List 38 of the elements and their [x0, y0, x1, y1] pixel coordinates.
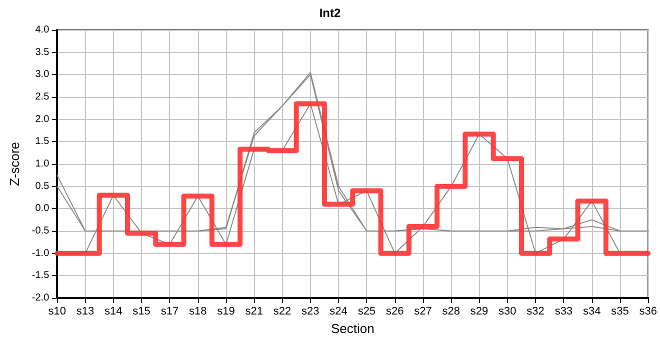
y-tick-label: -1.5 — [32, 270, 50, 282]
x-tick-label: s32 — [526, 306, 544, 318]
x-tick-label: s28 — [442, 306, 460, 318]
x-tick-label: s18 — [188, 306, 207, 318]
y-tick-label: 3.0 — [35, 69, 50, 80]
y-tick-label: -0.5 — [32, 226, 50, 236]
y-tick-label: 1.0 — [35, 158, 50, 170]
x-tick-label: s26 — [386, 306, 404, 318]
y-tick-label: -1.0 — [32, 248, 50, 259]
x-tick-label: s25 — [358, 306, 376, 318]
x-tick-label: s10 — [48, 306, 66, 318]
chart-title: Int2 — [319, 6, 341, 20]
x-tick-label: s33 — [554, 306, 573, 318]
y-axis-title: Z-score — [7, 142, 22, 186]
x-tick-label: s34 — [582, 306, 601, 318]
y-tick-label: 4.0 — [35, 24, 50, 36]
y-tick-label: 1.5 — [35, 136, 50, 148]
x-tick-label: s19 — [217, 306, 235, 318]
y-tick-label: 2.0 — [35, 114, 50, 125]
y-tick-label: 0.5 — [35, 180, 50, 192]
x-tick-label: s24 — [330, 306, 348, 318]
x-tick-label: s27 — [414, 306, 432, 318]
x-tick-label: s13 — [76, 306, 94, 318]
y-tick-label: 2.5 — [35, 92, 50, 102]
x-tick-label: s36 — [639, 306, 658, 318]
y-tick-label: -2.0 — [32, 292, 50, 304]
x-tick-label: s29 — [470, 306, 488, 318]
x-tick-label: s17 — [160, 306, 179, 318]
y-tick-label: 3.5 — [35, 46, 50, 58]
x-tick-label: s21 — [245, 306, 264, 318]
x-tick-label: s23 — [302, 306, 320, 318]
y-tick-label: 0.0 — [35, 203, 50, 214]
x-tick-label: s35 — [611, 306, 629, 318]
x-tick-label: s30 — [498, 306, 516, 318]
x-axis-title: Section — [330, 320, 374, 336]
x-tick-label: s14 — [104, 306, 122, 318]
x-tick-label: s15 — [132, 306, 150, 318]
x-tick-label: s22 — [273, 306, 292, 318]
